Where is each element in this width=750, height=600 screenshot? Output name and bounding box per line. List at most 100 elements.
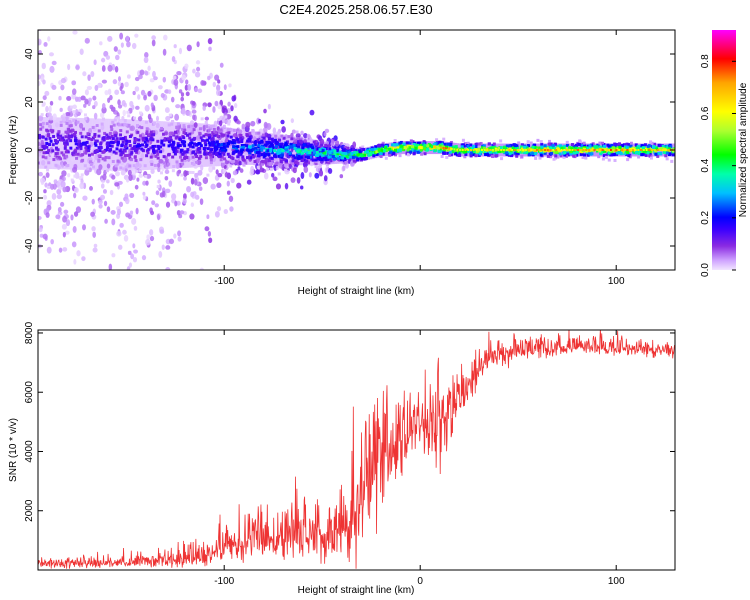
- spectrogram-cell: [140, 126, 144, 130]
- spectrogram-cell: [100, 122, 104, 126]
- spectrogram-cell: [272, 176, 278, 182]
- spectrogram-cell: [144, 174, 148, 178]
- spectrogram-cell: [522, 149, 525, 151]
- spectrogram-cell: [103, 158, 107, 162]
- spectrogram-cell: [267, 153, 271, 157]
- spectrogram-cell: [167, 89, 172, 95]
- spectrogram-cell: [654, 152, 658, 156]
- spectrogram-cell: [181, 127, 185, 131]
- spectrogram-cell: [638, 145, 642, 149]
- spectrogram-cell: [296, 149, 300, 153]
- spectrogram-cell: [212, 106, 216, 113]
- spectrogram-cell: [448, 147, 451, 150]
- spectrogram-cell: [497, 149, 500, 151]
- spectrogram-cell: [525, 148, 529, 152]
- spectrogram-cell: [327, 168, 333, 174]
- spectrogram-cell: [232, 128, 236, 132]
- spectrogram-cell: [65, 142, 69, 146]
- spectrogram-cell: [321, 148, 325, 152]
- spectrogram-cell: [134, 138, 138, 142]
- spectrogram-cell: [354, 155, 358, 159]
- spectrogram-cell: [208, 237, 213, 243]
- spectrogram-cell: [51, 143, 55, 147]
- spectrogram-cell: [134, 166, 138, 170]
- spectrogram-cell: [150, 210, 155, 216]
- spectrogram-cell: [93, 112, 98, 120]
- spectrogram-cell: [143, 94, 147, 101]
- spectrogram-cell: [186, 127, 191, 133]
- spectrogram-cell: [134, 184, 139, 190]
- spectrogram-cell: [87, 8, 91, 13]
- spectrogram-cell: [133, 139, 137, 143]
- spectrogram-cell: [419, 146, 423, 150]
- spectrogram-cell: [264, 152, 268, 156]
- spectrogram-cell: [653, 142, 657, 146]
- spectrogram-cell: [275, 165, 279, 171]
- spectrogram-cell: [47, 36, 51, 42]
- spectrogram-cell: [102, 138, 106, 142]
- spectrogram-cell: [110, 209, 116, 215]
- spectrogram-cell: [279, 145, 283, 149]
- spectrogram-cell: [529, 141, 533, 145]
- spectrogram-cell: [285, 159, 289, 163]
- spectrogram-cell: [40, 113, 44, 117]
- spectrogram-cell: [562, 146, 566, 150]
- spectrogram-cell: [38, 171, 43, 177]
- spectrogram-cell: [106, 206, 111, 213]
- colorbar-gradient: [712, 30, 736, 270]
- spectrogram-cell: [103, 118, 107, 171]
- spectrogram-cell: [52, 289, 56, 295]
- spectrogram-cell: [643, 143, 647, 147]
- spectrogram-cell: [520, 143, 524, 147]
- spectrogram-cell: [511, 146, 515, 150]
- spectrogram-cell: [122, 167, 126, 171]
- spectrogram-cell: [109, 140, 113, 144]
- spectrogram-cell: [158, 85, 163, 90]
- spectrogram-cell: [186, 185, 192, 193]
- spectrogram-cell: [207, 141, 211, 145]
- spectrogram-cell: [84, 146, 88, 150]
- spectrogram-cell: [556, 155, 560, 159]
- spectrogram-cell: [120, 42, 124, 48]
- spectrogram-cell: [70, 214, 74, 221]
- spectrogram-cell: [220, 155, 224, 159]
- spectrogram-cell: [141, 128, 146, 134]
- spectrogram-cell: [241, 158, 245, 162]
- spectrogram-cell: [393, 148, 397, 152]
- spectrogram-cell: [308, 155, 312, 159]
- spectrogram-cell: [201, 80, 207, 86]
- spectrogram-cell: [218, 143, 222, 147]
- spectrogram-cell: [434, 142, 438, 146]
- spectrogram-cell: [151, 200, 156, 206]
- spectrogram-cell: [274, 155, 278, 159]
- spectrogram-cell: [457, 151, 461, 155]
- spectrogram-cell: [90, 138, 94, 142]
- spectrogram-cell: [466, 141, 470, 145]
- spectrogram-cell: [230, 159, 236, 164]
- spectrogram-cell: [209, 124, 213, 128]
- spectrogram-cell: [260, 148, 264, 152]
- spectrogram-cell: [163, 137, 167, 141]
- spectrogram-cell: [494, 149, 497, 151]
- spectrogram-cell: [227, 122, 231, 126]
- spectrogram-cell: [194, 152, 198, 156]
- spectrogram-cell: [95, 149, 99, 153]
- spectrogram-cell: [91, 226, 96, 232]
- spectrogram-cell: [335, 152, 339, 156]
- spectrogram-cell: [113, 46, 118, 52]
- spectrogram-cell: [62, 138, 66, 142]
- spectrogram-cell: [616, 147, 620, 151]
- spectrogram-cell: [87, 149, 91, 153]
- spectrogram-cell: [194, 178, 198, 186]
- spectrogram-cell: [311, 146, 315, 150]
- spectrogram-cell: [212, 166, 216, 170]
- spectrogram-cell: [299, 142, 303, 146]
- spectrogram-cell: [479, 149, 483, 153]
- spectrogram-cell: [115, 147, 119, 151]
- spectrogram-cell: [508, 149, 511, 151]
- spectrogram-cell: [143, 56, 149, 63]
- spectrogram-cell: [492, 142, 496, 146]
- spectrogram-cell: [45, 105, 49, 113]
- spectrogram-cell: [423, 152, 427, 156]
